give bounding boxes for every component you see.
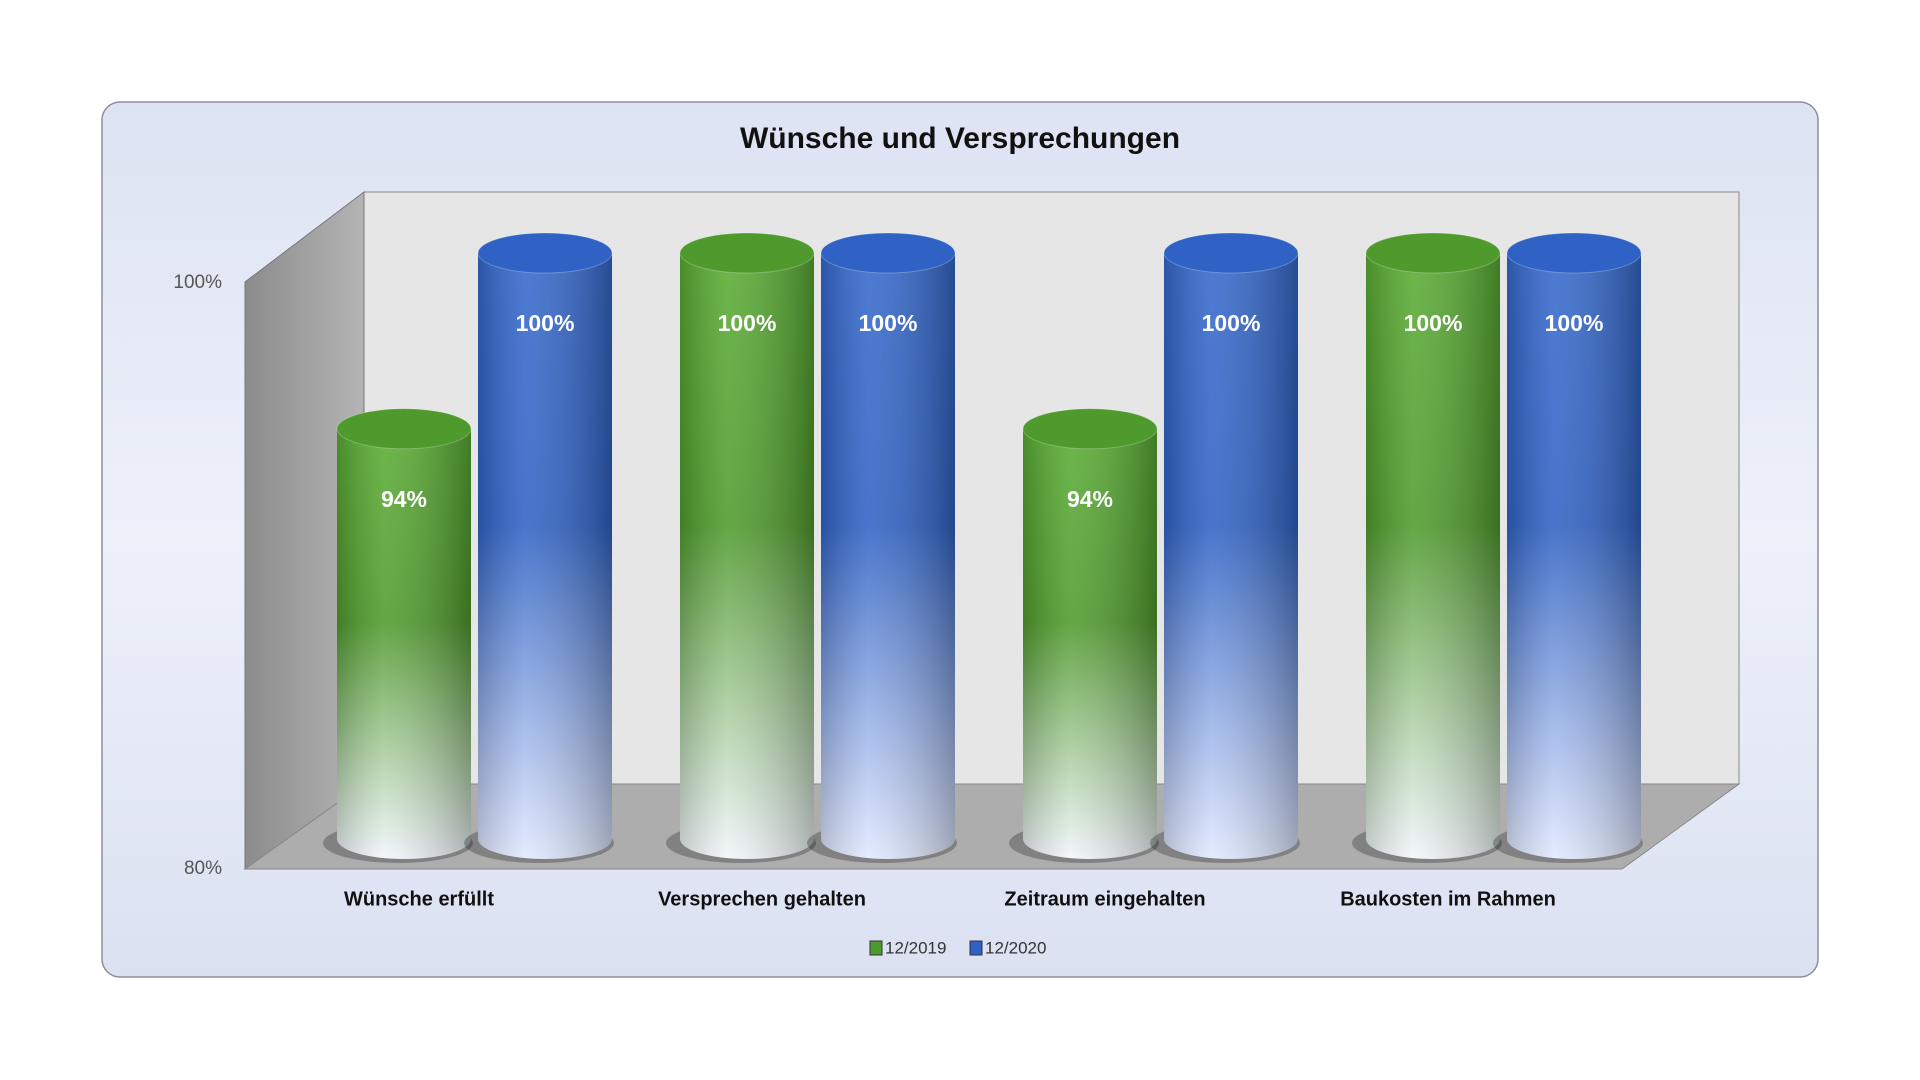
bar-shade <box>478 253 612 859</box>
x-tick-label: Versprechen gehalten <box>658 888 866 910</box>
bar-shade <box>1507 253 1641 859</box>
chart-title: Wünsche und Versprechungen <box>740 122 1180 155</box>
bar-top <box>1163 232 1299 274</box>
legend-label: 12/2019 <box>885 938 946 957</box>
data-label: 100% <box>718 310 777 336</box>
data-label: 100% <box>1545 310 1604 336</box>
bar-top <box>820 232 956 274</box>
bar-top <box>336 408 472 450</box>
bar-top <box>1506 232 1642 274</box>
bar-top <box>477 232 613 274</box>
floor <box>243 783 1741 870</box>
bar-top <box>679 232 815 274</box>
bar-top <box>1022 408 1158 450</box>
y-tick-label: 80% <box>184 858 222 879</box>
legend-swatch <box>869 940 883 956</box>
data-label: 100% <box>1202 310 1261 336</box>
data-label: 100% <box>1404 310 1463 336</box>
bar-shade <box>337 428 471 859</box>
legend-label: 12/2020 <box>985 938 1046 957</box>
data-label: 94% <box>381 486 427 512</box>
y-tick-label: 100% <box>173 272 222 293</box>
x-tick-label: Wünsche erfüllt <box>344 888 494 910</box>
legend-swatch <box>969 940 983 956</box>
bar-shade <box>1164 253 1298 859</box>
x-tick-label: Zeitraum eingehalten <box>1004 888 1205 910</box>
bar-shade <box>680 253 814 859</box>
bar-shade <box>1023 428 1157 859</box>
bar-shade <box>821 253 955 859</box>
x-tick-label: Baukosten im Rahmen <box>1340 888 1556 910</box>
bar-shade <box>1366 253 1500 859</box>
data-label: 94% <box>1067 486 1113 512</box>
data-label: 100% <box>516 310 575 336</box>
data-label: 100% <box>859 310 918 336</box>
bar-top <box>1365 232 1501 274</box>
